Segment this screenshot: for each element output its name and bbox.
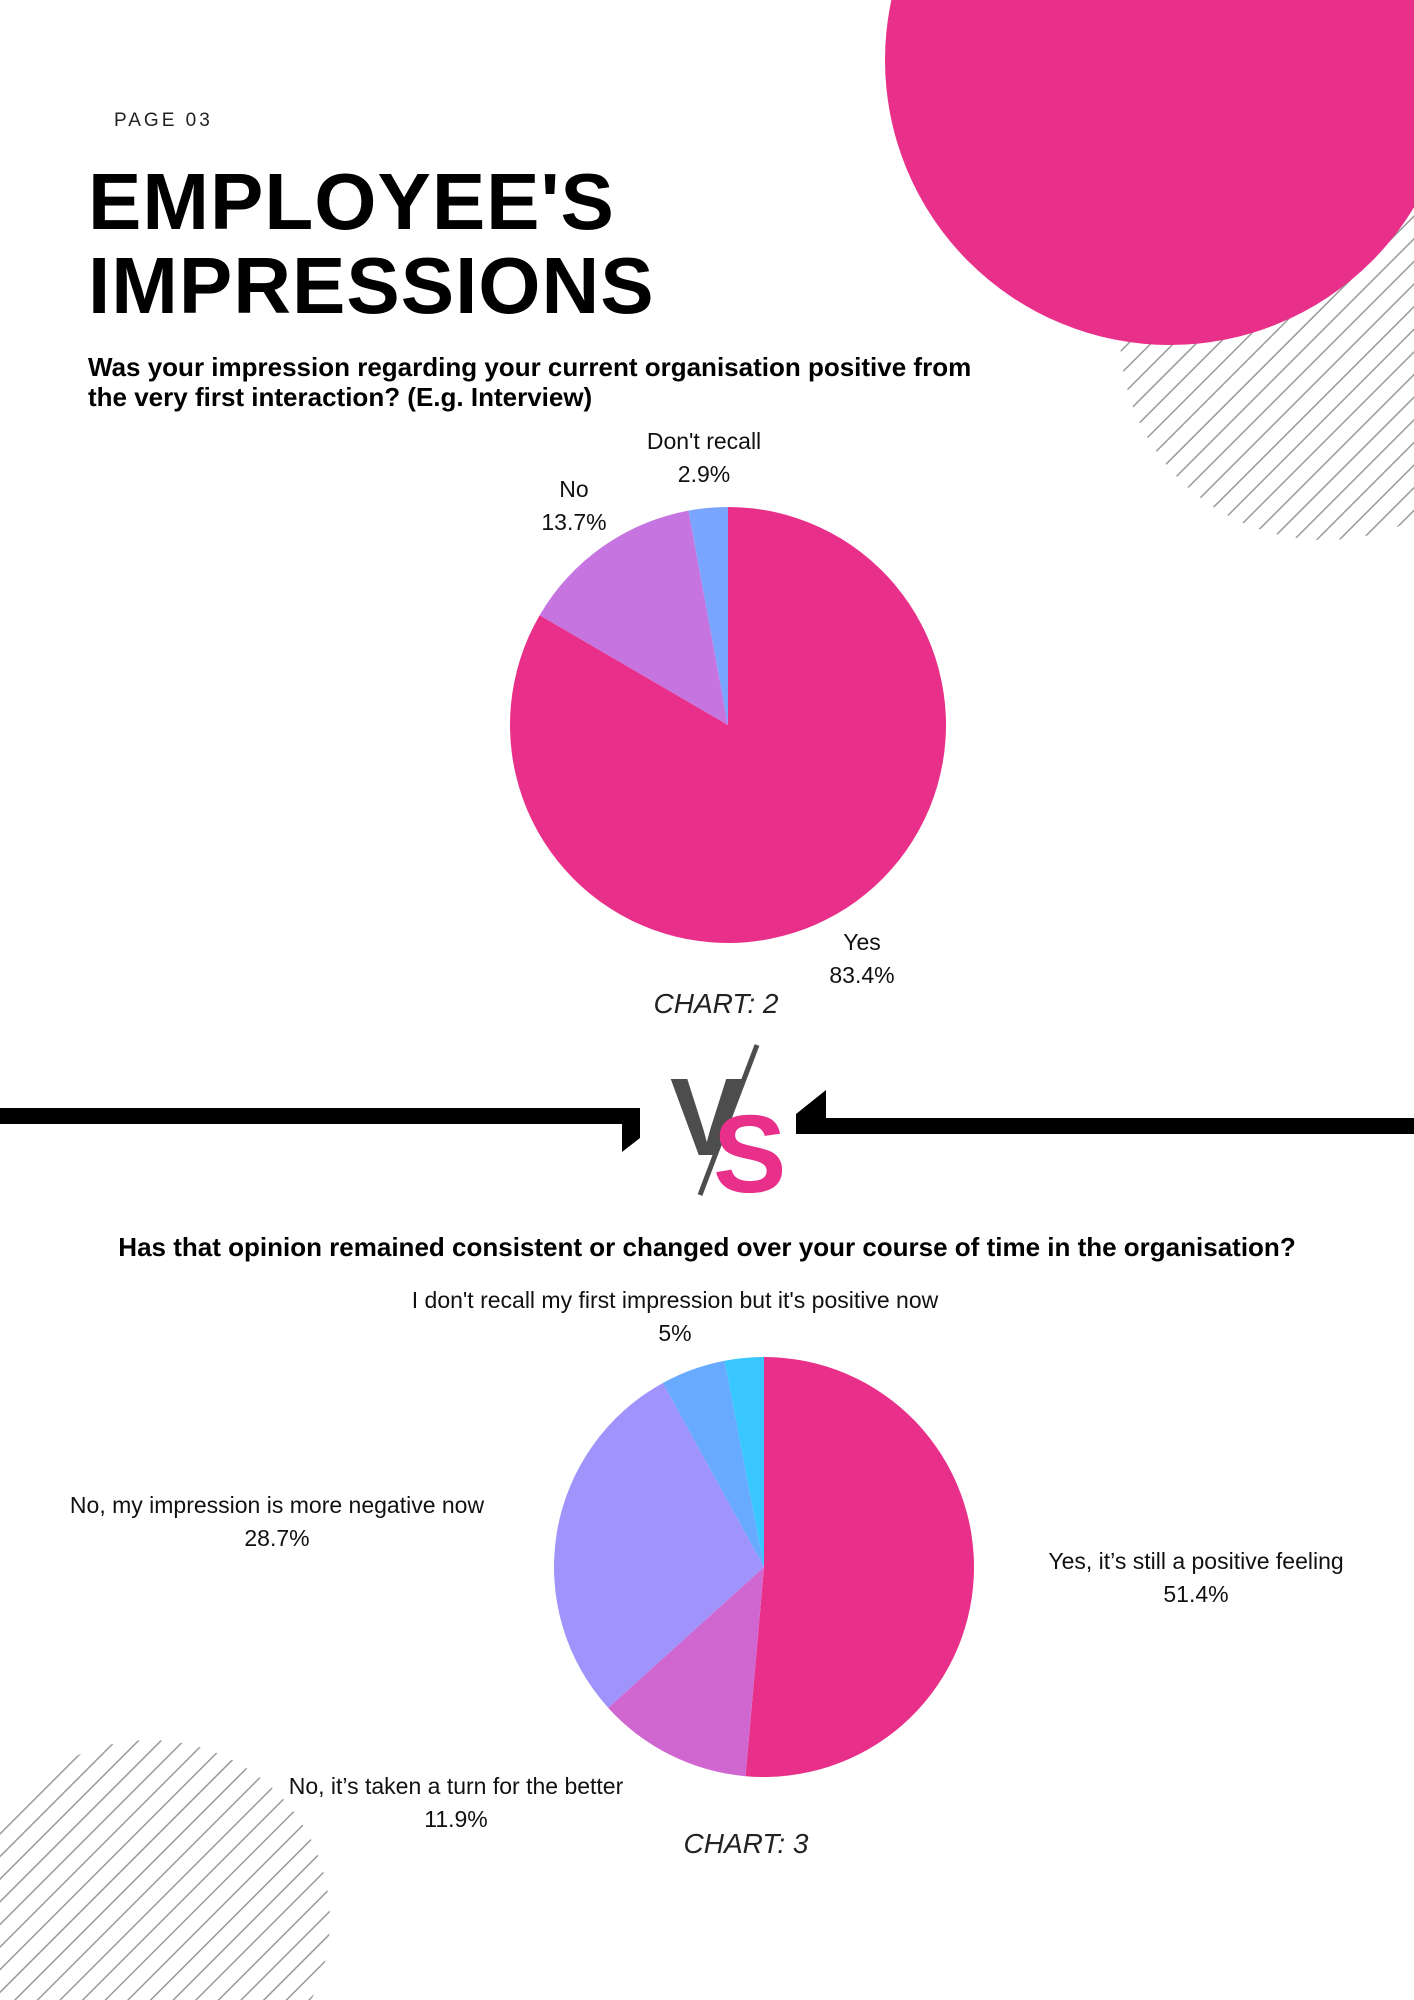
chart-3-question: Has that opinion remained consistent or … — [118, 1232, 1296, 1262]
page-title: EMPLOYEE'S IMPRESSIONS — [88, 160, 655, 328]
chart-2-label-no: No 13.7% — [541, 473, 606, 539]
vs-letter-s: S — [713, 1093, 786, 1216]
chart-3-label-still-positive: Yes, it’s still a positive feeling 51.4% — [1048, 1545, 1343, 1611]
chart-3-label-dont-recall-value: 5% — [658, 1320, 692, 1346]
hatched-circle-bottom-left — [0, 1740, 330, 2000]
chart-2-label-no-name: No — [559, 476, 589, 502]
chart-2-label-yes: Yes 83.4% — [829, 926, 894, 992]
page-title-line-1: EMPLOYEE'S — [88, 157, 615, 246]
chart-2-label-dont-recall-name: Don't recall — [646, 428, 762, 454]
right-arrow-bar — [796, 1090, 1414, 1134]
left-arrow-bar — [0, 1108, 640, 1152]
chart-3-label-better-value: 11.9% — [424, 1806, 488, 1832]
chart-3-label-dont-recall: I don't recall my first impression but i… — [412, 1284, 938, 1350]
vs-divider: V S — [0, 1030, 1414, 1230]
chart-2-label-dont-recall-value: 2.9% — [677, 461, 731, 487]
chart-3-label-better-name: No, it’s taken a turn for the better — [288, 1773, 624, 1799]
chart-3-label-better: No, it’s taken a turn for the better 11.… — [289, 1770, 624, 1836]
vs-divider-graphic: V S — [0, 1044, 1414, 1216]
chart-2-label-yes-value: 83.4% — [829, 962, 895, 988]
page-title-line-2: IMPRESSIONS — [88, 241, 655, 330]
chart-3-caption: CHART: 3 — [683, 1828, 809, 1859]
chart-3-label-dont-recall-name: I don't recall my first impression but i… — [411, 1287, 939, 1313]
chart-2-question: Was your impression regarding your curre… — [88, 352, 972, 412]
chart-3-label-more-negative-name: No, my impression is more negative now — [69, 1492, 485, 1518]
chart-3-label-more-negative: No, my impression is more negative now 2… — [70, 1489, 484, 1555]
vs-slash — [697, 1044, 760, 1196]
chart-3-label-still-positive-name: Yes, it’s still a positive feeling — [1048, 1548, 1344, 1574]
chart-2-caption: CHART: 2 — [653, 988, 779, 1019]
page-number: PAGE 03 — [114, 110, 213, 131]
chart-3-label-still-positive-value: 51.4% — [1163, 1581, 1229, 1607]
pink-circle-top-right — [885, 0, 1414, 345]
chart-2-label-yes-name: Yes — [843, 929, 881, 955]
chart-2-label-no-value: 13.7% — [541, 509, 607, 535]
chart-2-label-dont-recall: Don't recall 2.9% — [647, 425, 761, 491]
chart-3-label-more-negative-value: 28.7% — [244, 1525, 310, 1551]
